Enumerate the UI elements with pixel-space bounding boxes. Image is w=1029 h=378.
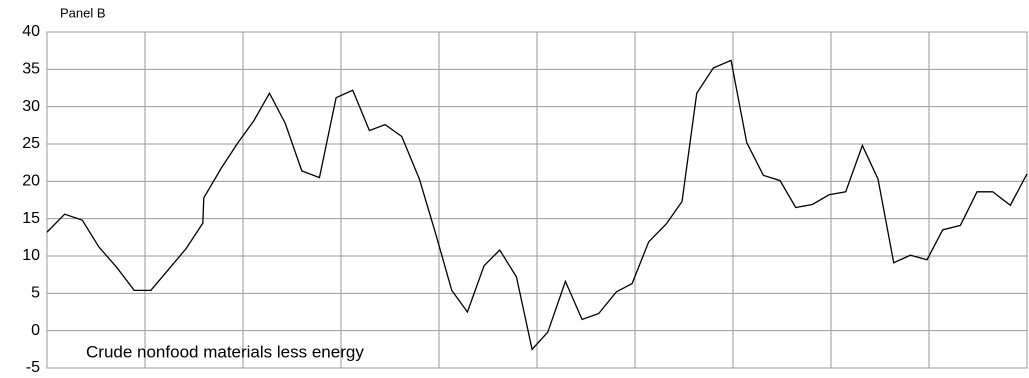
y-tick-label: 30	[22, 98, 40, 115]
y-tick-label: -5	[26, 359, 40, 376]
chart-title: Panel B	[60, 5, 106, 20]
plot-frame	[46, 31, 1028, 369]
annotation: Crude nonfood materials less energy	[86, 342, 364, 361]
y-tick-label: 20	[22, 173, 40, 190]
data-line	[46, 59, 1028, 351]
y-tick-label: 40	[22, 23, 40, 40]
y-tick-label: 35	[22, 61, 40, 78]
y-tick-label: 15	[22, 210, 40, 227]
y-tick-label: 0	[31, 322, 40, 339]
y-tick-label: 5	[31, 285, 40, 302]
y-tick-label: 10	[22, 247, 40, 264]
y-tick-label: 25	[22, 135, 40, 152]
